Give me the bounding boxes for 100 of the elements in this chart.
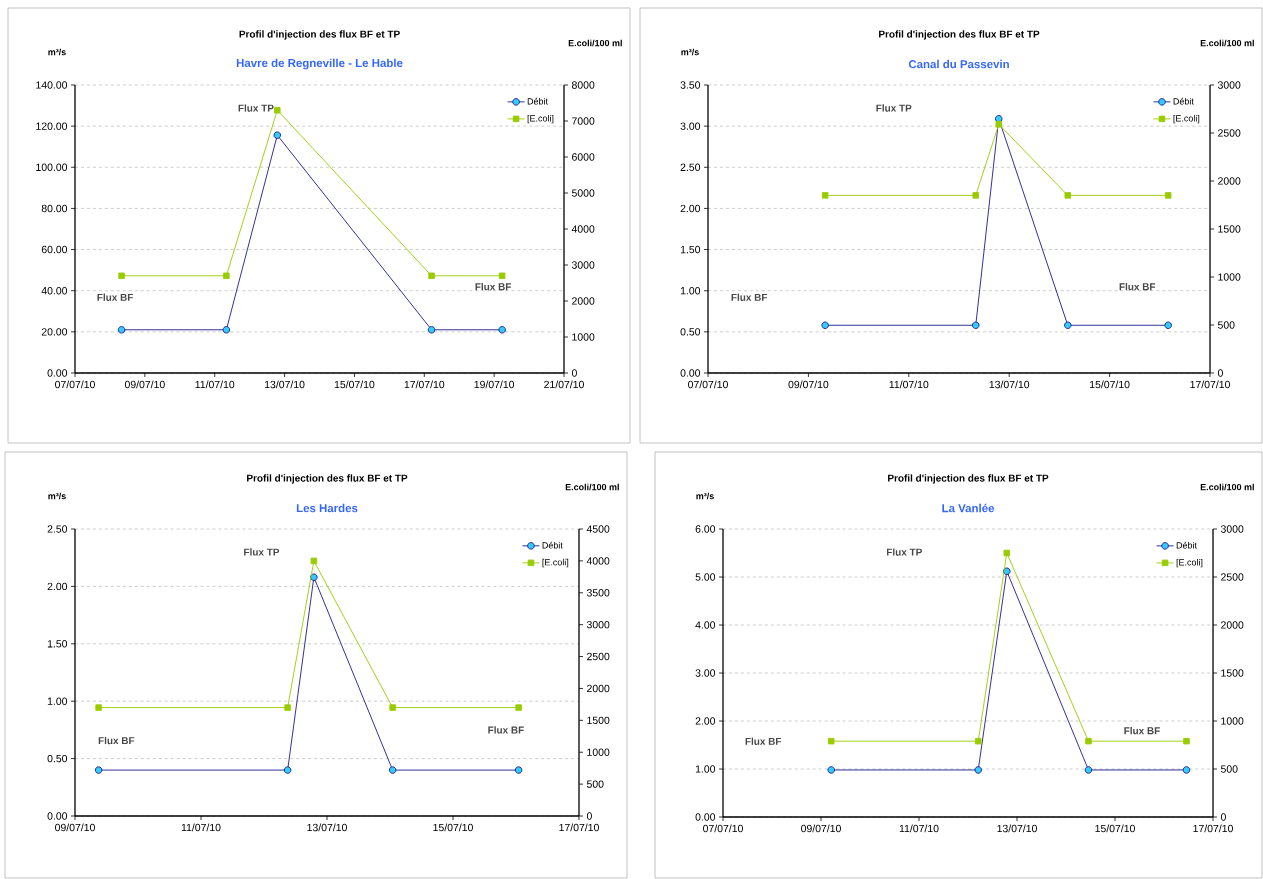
y-tick-label: 0.00 [47, 812, 68, 820]
y2-tick-label: 3500 [586, 589, 610, 597]
x-tick-label: 13/07/10 [265, 380, 305, 389]
y2-tick-label: 1500 [587, 716, 610, 725]
x-tick-label: 19/07/10 [474, 380, 515, 389]
y-axis-title: m³/s [48, 492, 66, 500]
x-tick-label: 13/07/10 [997, 824, 1037, 833]
y-tick-label: 3.50 [680, 81, 701, 89]
y-tick-label: 3.00 [680, 122, 701, 130]
y-tick-label: 1.00 [695, 765, 716, 773]
y2-axis-title: E.coli/100 ml [568, 39, 622, 47]
chart-title: Profil d'injection des flux BF et TP [888, 474, 1049, 484]
x-tick-label: 15/07/10 [433, 823, 473, 832]
legend-label: Débit [527, 97, 548, 105]
y2-tick-label: 0 [1217, 369, 1223, 377]
y-tick-label: 0.50 [47, 754, 68, 763]
y2-tick-label: 3000 [1217, 81, 1241, 89]
y-tick-label: 4.00 [695, 621, 716, 629]
y-tick-label: 120.00 [36, 122, 68, 130]
y2-axis-title: E.coli/100 ml [1200, 483, 1254, 491]
y-axis-title: m³/s [696, 492, 714, 500]
annotation: Flux BF [488, 726, 524, 734]
y2-tick-label: 3000 [1220, 525, 1244, 533]
y2-tick-label: 1500 [1221, 669, 1244, 677]
x-tick-label: 09/07/10 [801, 824, 841, 833]
y2-tick-label: 1000 [1221, 717, 1244, 725]
annotation: Flux BF [745, 737, 782, 745]
y2-tick-label: 8000 [571, 81, 595, 89]
y-tick-label: 5.00 [695, 573, 716, 581]
chart-title: Profil d'injection des flux BF et TP [879, 30, 1040, 40]
chart-subtitle: La Vanlée [942, 503, 995, 513]
y2-tick-label: 500 [1217, 321, 1235, 329]
y2-tick-label: 4000 [586, 557, 610, 565]
annotation: Flux BF [731, 293, 768, 301]
x-tick-label: 13/07/10 [989, 380, 1030, 389]
x-tick-label: 21/07/10 [544, 380, 584, 389]
y-tick-label: 40.00 [41, 287, 68, 295]
legend-label: [E.coli] [1173, 114, 1200, 124]
y2-tick-label: 2000 [587, 684, 610, 693]
y-tick-label: 1.50 [47, 640, 68, 648]
y2-tick-label: 2000 [1221, 621, 1244, 629]
y-axis-title: m³/s [681, 48, 699, 56]
y-tick-label: 1.00 [47, 697, 68, 705]
x-tick-label: 13/07/10 [307, 823, 347, 832]
x-tick-label: 09/07/10 [124, 380, 165, 389]
annotation: Flux BF [98, 736, 135, 745]
y2-tick-label: 500 [586, 780, 604, 788]
y-tick-label: 80.00 [41, 204, 68, 213]
y-tick-label: 1.00 [680, 287, 701, 295]
x-tick-label: 15/07/10 [1095, 824, 1135, 833]
y2-tick-label: 6000 [572, 153, 595, 161]
y2-tick-label: 2000 [1218, 177, 1241, 185]
x-tick-label: 07/07/10 [703, 824, 743, 833]
y2-tick-label: 3000 [586, 620, 610, 629]
y2-tick-label: 5000 [571, 189, 595, 197]
chart-subtitle: Les Hardes [296, 503, 358, 513]
x-tick-label: 11/07/10 [889, 380, 929, 389]
y-tick-label: 0.00 [680, 369, 701, 377]
y-tick-label: 0.00 [695, 813, 716, 821]
y2-tick-label: 3000 [571, 261, 595, 269]
y-tick-label: 2.00 [680, 204, 701, 213]
x-tick-label: 11/07/10 [195, 380, 235, 389]
y-tick-label: 20.00 [41, 328, 68, 336]
x-tick-label: 15/07/10 [1090, 380, 1130, 389]
y2-tick-label: 2500 [1221, 573, 1244, 581]
y-tick-label: 3.00 [695, 669, 716, 677]
x-tick-label: 17/07/10 [404, 380, 445, 389]
y2-tick-label: 1000 [1218, 273, 1241, 281]
y-tick-label: 0.00 [47, 369, 68, 377]
legend-label: Débit [542, 541, 563, 549]
y2-tick-label: 4000 [571, 225, 595, 233]
y2-tick-label: 0 [1220, 813, 1226, 821]
annotation: Flux TP [238, 104, 274, 112]
x-tick-label: 17/07/10 [1190, 380, 1230, 389]
legend-label: Débit [1173, 97, 1194, 105]
legend-label: [E.coli] [1176, 558, 1203, 568]
annotation: Flux BF [1124, 726, 1160, 735]
y2-axis-title: E.coli/100 ml [565, 483, 619, 491]
y2-tick-label: 1000 [587, 748, 610, 756]
annotation: Flux TP [244, 548, 280, 556]
y-tick-label: 0.50 [680, 328, 701, 336]
y2-tick-label: 2500 [587, 652, 610, 661]
y-tick-label: 2.00 [695, 717, 716, 725]
y-tick-label: 60.00 [41, 245, 68, 254]
y2-tick-label: 1500 [1218, 225, 1241, 233]
y2-tick-label: 4500 [586, 525, 610, 533]
x-tick-label: 11/07/10 [181, 823, 221, 832]
x-tick-label: 07/07/10 [688, 380, 728, 389]
y2-tick-label: 2500 [1218, 129, 1241, 137]
y-tick-label: 2.00 [47, 582, 68, 591]
y2-axis-title: E.coli/100 ml [1200, 39, 1254, 47]
x-tick-label: 17/07/10 [1193, 824, 1233, 833]
x-tick-label: 09/07/10 [55, 823, 95, 832]
chart-title: Profil d'injection des flux BF et TP [239, 30, 400, 40]
annotation: Flux BF [1119, 282, 1156, 291]
y-tick-label: 2.50 [47, 525, 68, 533]
x-tick-label: 17/07/10 [559, 823, 599, 832]
legend-label: [E.coli] [542, 558, 569, 568]
y2-tick-label: 2000 [572, 297, 595, 305]
y-axis-title: m³/s [48, 48, 66, 56]
